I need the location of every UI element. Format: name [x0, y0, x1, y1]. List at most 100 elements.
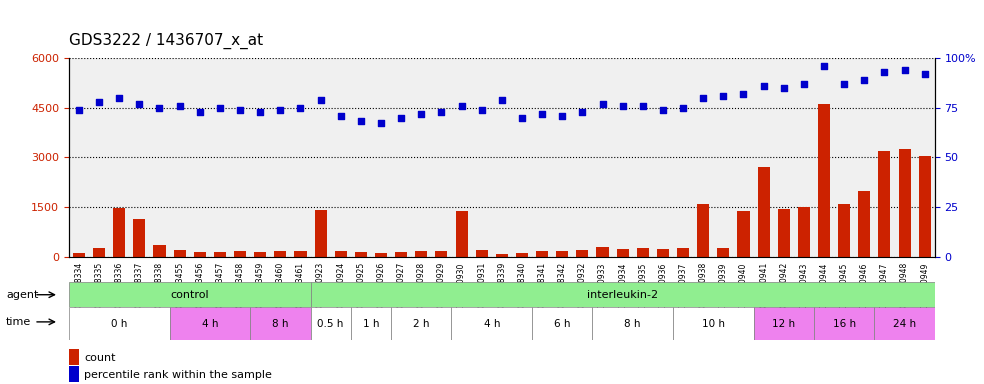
Text: 12 h: 12 h	[772, 318, 795, 329]
Bar	[275, 251, 286, 257]
Bar	[536, 251, 548, 257]
Bar	[818, 104, 830, 257]
Point	[514, 114, 529, 121]
FancyBboxPatch shape	[169, 307, 250, 340]
Bar	[577, 250, 588, 257]
Bar	[69, 349, 80, 365]
FancyBboxPatch shape	[311, 282, 935, 307]
Bar	[375, 253, 387, 257]
Bar	[777, 209, 790, 257]
FancyBboxPatch shape	[69, 282, 311, 307]
Bar	[737, 211, 750, 257]
Bar	[698, 204, 709, 257]
Point	[212, 104, 227, 111]
Point	[655, 106, 671, 113]
Point	[736, 91, 752, 97]
Point	[917, 71, 933, 77]
Point	[856, 76, 872, 83]
Point	[92, 98, 107, 104]
Point	[172, 103, 188, 109]
Text: 8 h: 8 h	[272, 318, 288, 329]
Text: 2 h: 2 h	[413, 318, 430, 329]
Point	[756, 83, 771, 89]
Text: agent: agent	[6, 290, 38, 300]
Bar	[254, 252, 267, 257]
Bar	[596, 247, 608, 257]
Point	[635, 103, 650, 109]
Point	[292, 104, 308, 111]
Point	[273, 106, 288, 113]
Bar	[617, 249, 629, 257]
FancyBboxPatch shape	[391, 307, 452, 340]
Point	[232, 106, 248, 113]
Bar	[315, 210, 327, 257]
Bar	[173, 250, 186, 257]
Text: 10 h: 10 h	[702, 318, 725, 329]
Bar	[919, 156, 931, 257]
Bar	[758, 167, 769, 257]
Bar	[294, 251, 306, 257]
Point	[534, 111, 550, 117]
Text: 4 h: 4 h	[202, 318, 218, 329]
Bar	[657, 249, 669, 257]
Text: 0.5 h: 0.5 h	[318, 318, 343, 329]
Point	[494, 96, 510, 103]
Point	[373, 121, 389, 127]
Point	[413, 111, 429, 117]
Point	[434, 108, 450, 114]
FancyBboxPatch shape	[673, 307, 754, 340]
Text: percentile rank within the sample: percentile rank within the sample	[85, 370, 273, 380]
Point	[896, 66, 912, 73]
Text: GDS3222 / 1436707_x_at: GDS3222 / 1436707_x_at	[69, 33, 263, 50]
Bar	[133, 219, 146, 257]
Point	[836, 81, 852, 87]
FancyBboxPatch shape	[814, 307, 875, 340]
Text: time: time	[6, 317, 31, 327]
Bar	[415, 251, 427, 257]
Text: 6 h: 6 h	[554, 318, 571, 329]
Bar	[838, 204, 850, 257]
Point	[252, 108, 268, 114]
Bar	[194, 252, 206, 257]
Point	[152, 104, 167, 111]
Text: 24 h: 24 h	[893, 318, 916, 329]
Bar	[516, 253, 528, 257]
Point	[776, 84, 792, 91]
Bar	[396, 252, 407, 257]
Bar	[556, 251, 569, 257]
FancyBboxPatch shape	[452, 307, 532, 340]
Point	[877, 68, 892, 74]
Point	[796, 81, 812, 87]
Point	[696, 94, 711, 101]
FancyBboxPatch shape	[311, 307, 351, 340]
Point	[333, 113, 348, 119]
Bar	[637, 248, 648, 257]
Point	[313, 96, 329, 103]
Bar	[435, 251, 448, 257]
FancyBboxPatch shape	[532, 307, 592, 340]
Bar	[898, 149, 910, 257]
Bar	[677, 248, 689, 257]
Bar	[234, 251, 246, 257]
FancyBboxPatch shape	[250, 307, 311, 340]
Text: 8 h: 8 h	[625, 318, 641, 329]
Bar	[69, 366, 80, 382]
Text: 1 h: 1 h	[363, 318, 379, 329]
Bar	[335, 251, 346, 257]
Point	[554, 113, 570, 119]
Bar	[154, 245, 165, 257]
Point	[715, 93, 731, 99]
Point	[132, 101, 148, 107]
Bar	[717, 248, 729, 257]
Bar	[475, 250, 488, 257]
Point	[816, 63, 831, 69]
Bar	[93, 248, 105, 257]
Bar	[214, 252, 226, 257]
Text: control: control	[170, 290, 209, 300]
Bar	[456, 211, 467, 257]
Bar	[496, 254, 508, 257]
Text: 4 h: 4 h	[483, 318, 500, 329]
Bar	[355, 252, 367, 257]
Point	[474, 106, 490, 113]
FancyBboxPatch shape	[875, 307, 935, 340]
